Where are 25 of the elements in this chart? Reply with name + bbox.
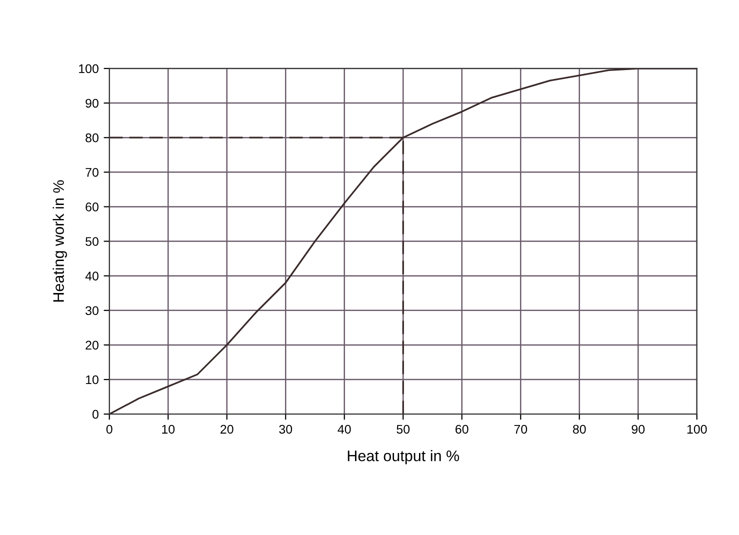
x-tick-label: 20 [220, 424, 234, 434]
x-tick-label: 60 [456, 424, 468, 434]
x-tick-label: 0 [106, 424, 112, 434]
y-tick-label: 30 [86, 306, 98, 316]
y-tick-label: 100 [79, 64, 98, 74]
y-axis-title: Heating work in % [52, 180, 67, 302]
x-tick-label: 50 [396, 424, 410, 434]
x-tick-label: 10 [162, 424, 175, 434]
y-tick-label: 40 [85, 272, 98, 280]
x-tick-label: 90 [632, 424, 645, 434]
y-tick-label: 0 [92, 410, 98, 419]
y-tick-label: 20 [86, 340, 98, 350]
y-tick-label: 50 [86, 237, 98, 246]
x-tick-label: 40 [338, 424, 351, 434]
x-tick-label: 30 [279, 424, 292, 434]
y-tick-label: 70 [86, 168, 98, 177]
x-tick-label: 70 [514, 424, 528, 434]
line-series [109, 68, 697, 414]
y-tick-label: 10 [86, 375, 98, 384]
x-tick-label: 80 [572, 424, 586, 434]
y-tick-label: 60 [86, 202, 98, 212]
x-tick-label: 100 [687, 424, 707, 434]
y-tick-label: 80 [86, 133, 98, 142]
y-tick-label: 90 [86, 98, 98, 108]
x-axis-title: Heat output in % [348, 450, 460, 464]
